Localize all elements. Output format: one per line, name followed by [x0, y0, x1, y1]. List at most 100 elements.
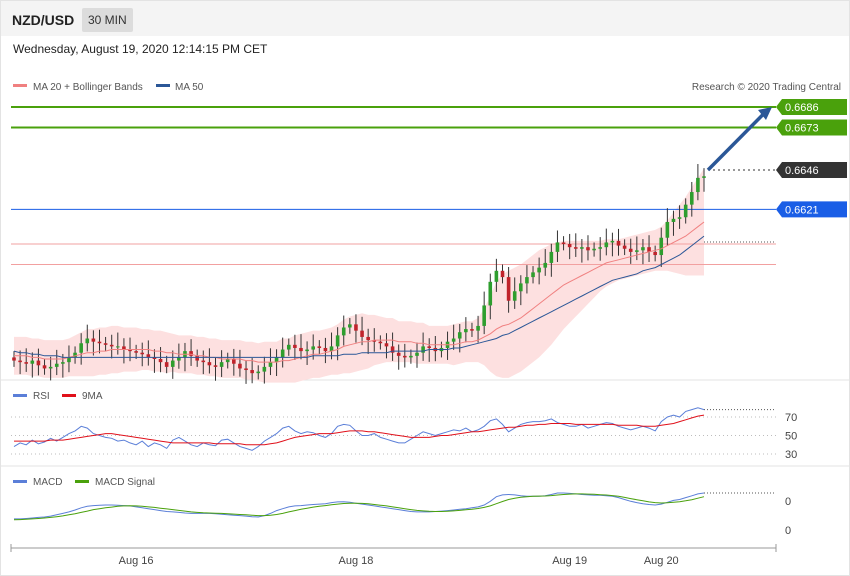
candle: [30, 352, 35, 378]
candle-body: [677, 217, 682, 219]
candle-body: [128, 349, 132, 352]
candle-body: [604, 242, 609, 248]
candle-body: [561, 242, 566, 245]
candle-body: [464, 329, 468, 333]
candle: [409, 349, 413, 364]
candle-body: [36, 360, 41, 366]
candle-body: [67, 357, 71, 363]
candle: [586, 235, 590, 261]
candle-body: [598, 247, 602, 249]
candle: [525, 265, 529, 294]
candle-body: [158, 359, 163, 363]
timeframe-button[interactable]: 30 MIN: [82, 8, 133, 32]
candle-body: [622, 245, 627, 249]
candle-body: [85, 338, 90, 344]
candle: [451, 324, 456, 350]
level-label: 0.6621: [785, 204, 819, 216]
candle: [402, 343, 407, 368]
rsi-tick-label: 70: [785, 412, 797, 424]
candle-body: [207, 362, 212, 366]
level-tag-0.6646: [776, 162, 847, 178]
candle-body: [354, 324, 358, 331]
candle: [238, 349, 242, 377]
candle-body: [451, 338, 456, 342]
candle: [427, 338, 432, 362]
candle: [91, 330, 96, 356]
price-panel: 0.6686 0.6673 0.6646 0.6621 0.6599 0.6586: [11, 99, 847, 384]
candle: [415, 342, 419, 368]
candle: [384, 333, 389, 359]
candle: [79, 333, 83, 365]
candle-body: [232, 359, 236, 364]
candle-body: [280, 349, 285, 358]
candle: [116, 332, 120, 355]
macd-signal-line: [13, 493, 705, 521]
candle-body: [311, 346, 316, 350]
candle-body: [500, 270, 505, 278]
candle: [555, 230, 560, 262]
candle-body: [659, 237, 664, 256]
candle-body: [262, 366, 267, 372]
candle: [207, 348, 212, 374]
candle: [73, 346, 77, 364]
candle-body: [415, 352, 419, 356]
candle-body: [299, 347, 303, 352]
candle: [683, 198, 688, 224]
candle: [36, 348, 41, 376]
candle-body: [573, 247, 578, 249]
rsi-ma-legend-label: 9MA: [82, 391, 103, 402]
candle-body: [122, 346, 126, 350]
macd-tick-label: 0: [785, 496, 791, 508]
candle-body: [286, 344, 291, 350]
candle-body: [366, 336, 370, 341]
candle: [109, 334, 114, 359]
candle-body: [152, 357, 157, 359]
candle: [537, 257, 541, 285]
candle-body: [512, 291, 517, 301]
chart-datetime: Wednesday, August 19, 2020 12:14:15 PM C…: [13, 42, 268, 56]
macd-tick-label: 0: [785, 525, 791, 537]
credit-text: Research © 2020 Trading Central: [692, 82, 841, 93]
candle-body: [641, 247, 645, 251]
candle-body: [293, 344, 297, 348]
level-label: 0.6599: [785, 239, 819, 251]
candle: [244, 360, 248, 384]
currency-pair-title: NZD/USD: [12, 12, 75, 28]
candle-body: [238, 363, 242, 369]
candle-body: [341, 327, 346, 336]
ma50-legend-label: MA 50: [175, 82, 204, 93]
candle: [378, 335, 383, 350]
candle-body: [317, 346, 322, 348]
ma50-legend-swatch: [156, 84, 170, 87]
candle: [48, 356, 53, 381]
candle-body: [616, 240, 621, 246]
candle: [317, 340, 322, 355]
candle: [335, 327, 340, 361]
level-label: 0.6646: [785, 165, 819, 177]
candle: [329, 332, 334, 360]
candle: [341, 315, 346, 346]
candle: [628, 238, 633, 264]
candle-body: [476, 325, 480, 331]
candle: [354, 314, 358, 343]
ma20-legend-swatch: [13, 84, 27, 87]
rsi-tick-label: 30: [785, 449, 797, 461]
candle: [189, 339, 193, 366]
candle-body: [24, 362, 29, 364]
forecast-arrow: [706, 111, 767, 172]
candle-body: [109, 344, 114, 347]
candle-body: [567, 244, 572, 248]
ma50-line: [13, 235, 705, 358]
candle: [610, 232, 615, 257]
candle: [512, 277, 517, 309]
candle-body: [79, 343, 83, 353]
candle-body: [482, 305, 486, 326]
candle-body: [189, 351, 193, 356]
candle-body: [30, 360, 35, 364]
candle: [348, 318, 352, 334]
candle: [549, 243, 554, 277]
candle-body: [696, 177, 700, 193]
candle: [54, 349, 59, 376]
candle: [67, 345, 71, 373]
